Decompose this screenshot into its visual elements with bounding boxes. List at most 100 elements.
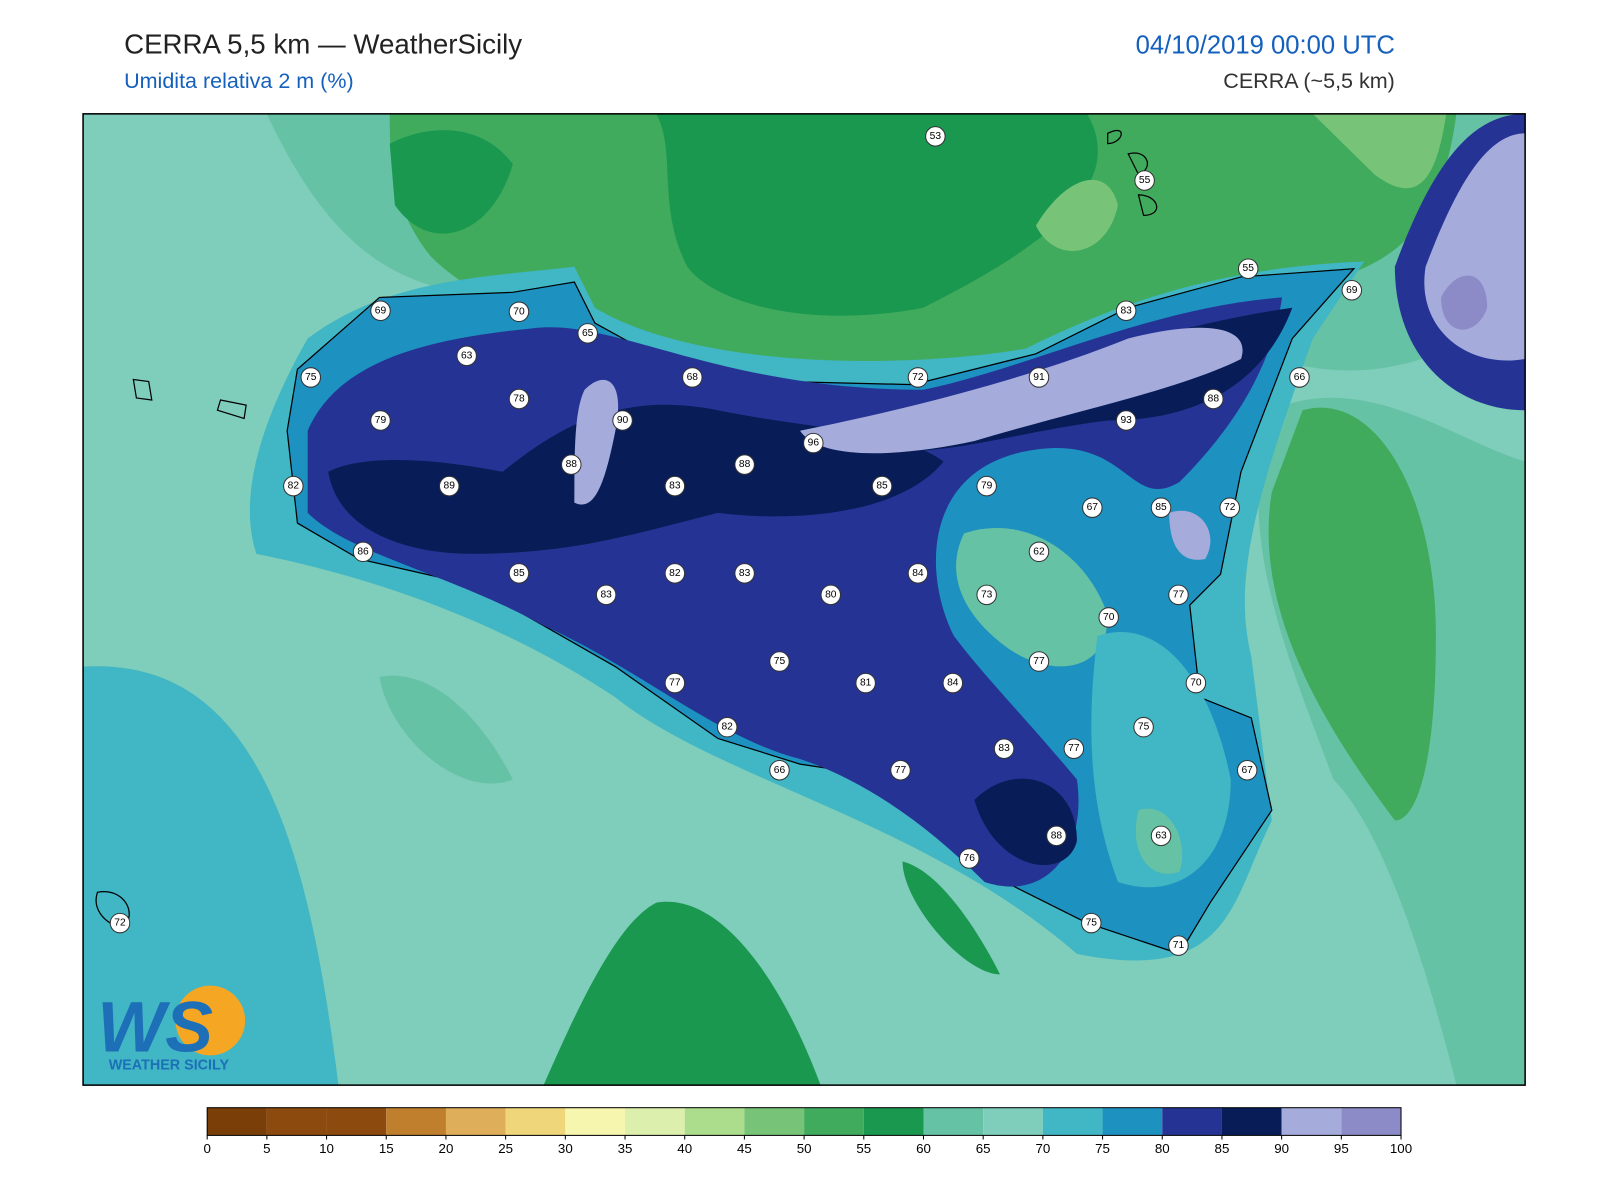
station-value: 77 (1033, 656, 1045, 667)
station-marker (1081, 912, 1102, 934)
station-marker (716, 716, 738, 738)
colorbar-tick-label: 15 (379, 1141, 394, 1156)
station-value: 96 (808, 438, 820, 449)
station-value: 71 (1173, 940, 1185, 951)
station-value: 66 (774, 765, 786, 776)
station-value: 75 (1138, 722, 1150, 733)
station-marker (855, 672, 876, 694)
field (1312, 113, 1447, 189)
station-marker (664, 563, 686, 584)
colorbar-segment (207, 1107, 267, 1136)
field (543, 901, 821, 1086)
station-value: 72 (1224, 502, 1236, 513)
station-value: 76 (964, 853, 976, 864)
map-frame (82, 113, 1526, 1086)
station-value: 63 (1155, 830, 1167, 841)
field (1035, 179, 1118, 251)
colorbar-tick-label: 85 (1215, 1141, 1230, 1156)
colorbar-tick-label: 0 (203, 1141, 210, 1156)
field (656, 113, 1098, 316)
station-value: 80 (825, 589, 837, 600)
station-marker (1185, 672, 1207, 694)
station-marker (438, 475, 460, 497)
colorbar-tick-label: 70 (1035, 1141, 1050, 1156)
field (328, 404, 944, 554)
colorbar-tick-label: 10 (319, 1141, 334, 1156)
station-value: 63 (461, 350, 473, 361)
station-marker (976, 475, 997, 497)
colorbar-segment (684, 1107, 745, 1136)
station-marker (577, 323, 598, 344)
station-value: 85 (513, 568, 525, 579)
station-marker (769, 759, 790, 781)
colorbar-tick-label: 90 (1274, 1141, 1289, 1156)
station-marker (1289, 367, 1310, 388)
station-value: 82 (721, 722, 733, 733)
station-marker (1133, 716, 1154, 738)
station-value: 82 (669, 568, 681, 579)
field (389, 130, 513, 234)
colorbar-tick-label: 25 (498, 1141, 513, 1156)
station-marker (1219, 497, 1240, 518)
field (1441, 275, 1488, 330)
station-value: 67 (1241, 765, 1253, 776)
station-value: 83 (998, 743, 1010, 754)
field (956, 527, 1108, 667)
station-marker (1341, 279, 1363, 301)
station-value: 78 (513, 393, 525, 404)
station-marker (1150, 497, 1172, 518)
station-value: 77 (669, 678, 681, 689)
station-value: 77 (1068, 743, 1080, 754)
station-marker (976, 584, 997, 606)
station-value: 85 (876, 481, 888, 492)
station-value: 70 (1190, 678, 1202, 689)
colorbar-tick-label: 100 (1390, 1141, 1412, 1156)
station-marker (942, 672, 964, 694)
station-marker (612, 410, 633, 431)
station-value: 79 (981, 481, 993, 492)
map (83, 113, 1526, 1086)
field (902, 861, 1000, 975)
station-value: 65 (582, 328, 594, 339)
station-value: 91 (1033, 372, 1045, 383)
station-value: 73 (981, 589, 993, 600)
colorbar: 0 5 10 15 20 25 30 35 40 45 50 55 60 65 70 75 80 85 90 95 10… (203, 1107, 1412, 1156)
logo-sun (175, 985, 246, 1056)
station-value: 53 (930, 131, 942, 142)
station-value: 72 (912, 372, 924, 383)
station-value: 84 (912, 568, 924, 579)
station-marker (734, 563, 755, 584)
station-value: 79 (375, 415, 387, 426)
logo: WS WEATHER SICILY (97, 985, 246, 1074)
field (1091, 631, 1231, 888)
colorbar-segment (625, 1107, 685, 1136)
station-marker (1237, 258, 1259, 279)
colorbar-segment (1281, 1107, 1342, 1136)
colorbar-segment (1162, 1107, 1222, 1136)
stations: 53 55 55 69 83 69 70 65 63 75 68 72 91 66 78 88 79 90 93 96… (109, 126, 1363, 956)
colorbar-tick-label: 50 (797, 1141, 812, 1156)
station-value: 70 (1103, 612, 1115, 623)
station-marker (370, 410, 391, 431)
station-value: 69 (1346, 285, 1358, 296)
station-value: 70 (513, 306, 525, 317)
station-marker (958, 848, 980, 869)
station-marker (993, 738, 1015, 759)
field (1268, 407, 1436, 821)
colorbar-segment (983, 1107, 1043, 1136)
colorbar-segment (266, 1107, 327, 1136)
colorbar-tick-label: 65 (976, 1141, 991, 1156)
logo-name: WEATHER SICILY (109, 1058, 230, 1074)
station-marker (508, 301, 530, 323)
station-marker (820, 584, 842, 606)
station-marker (300, 367, 322, 388)
colorbar-segment (1341, 1107, 1402, 1136)
station-marker (508, 388, 530, 410)
station-marker (456, 345, 477, 367)
station-marker (803, 432, 824, 454)
station-value: 83 (600, 589, 612, 600)
station-value: 66 (1294, 372, 1306, 383)
colorbar-tick-label: 45 (737, 1141, 752, 1156)
station-marker (1046, 825, 1067, 847)
